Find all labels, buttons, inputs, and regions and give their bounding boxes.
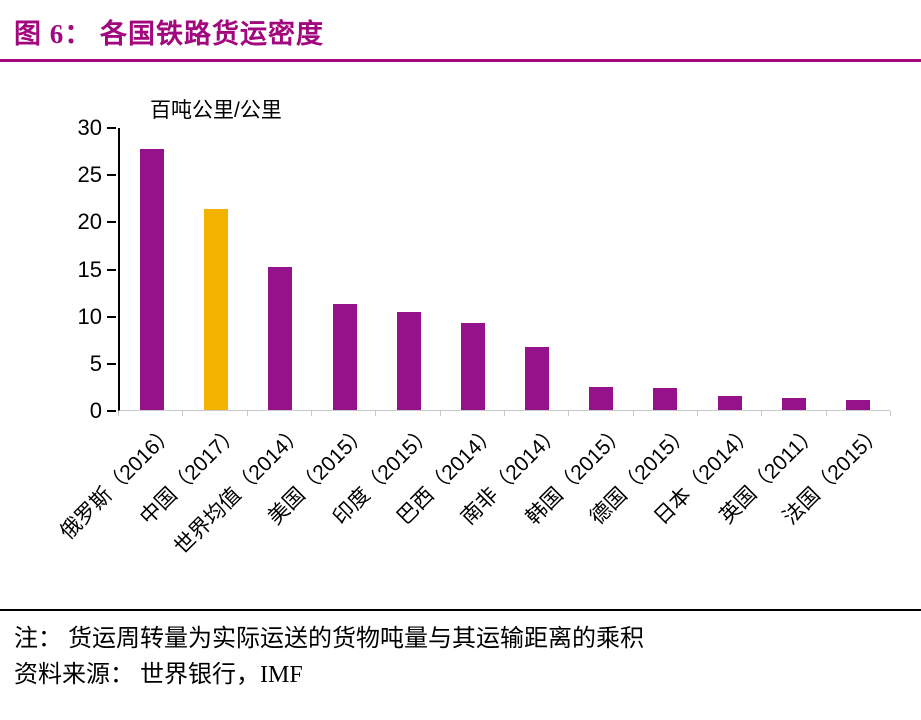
y-tick-mark <box>107 410 116 412</box>
y-axis-unit-label: 百吨公里/公里 <box>150 99 282 122</box>
x-tick-mark <box>375 411 377 416</box>
bar-3 <box>332 304 357 410</box>
x-tick-mark <box>890 411 891 416</box>
y-tick-label: 15 <box>77 256 102 282</box>
bar-7 <box>589 387 614 410</box>
y-tick-mark <box>107 127 116 129</box>
y-tick-mark <box>107 362 116 365</box>
y-tick-mark <box>107 221 116 224</box>
y-tick-label: 10 <box>77 303 102 329</box>
bar-9 <box>717 395 742 410</box>
bar-8 <box>653 388 678 410</box>
notes-divider <box>0 609 921 611</box>
plot-wrap: 0 5 10 15 20 25 30 <box>78 117 891 422</box>
bar-0 <box>140 148 165 410</box>
x-tick-mark <box>825 411 827 416</box>
y-tick-mark <box>107 174 116 177</box>
figure-header: 图 6： 各国铁路货运密度 <box>0 0 921 59</box>
source-text: 资料来源： 世界银行，IMF <box>14 662 303 688</box>
plot-area <box>118 128 890 411</box>
x-tick-mark <box>761 411 763 416</box>
y-tick-label: 25 <box>77 162 102 188</box>
bar-column <box>633 128 697 410</box>
x-tick-mark <box>311 411 312 416</box>
bar-column <box>826 128 890 410</box>
x-tick-mark <box>568 411 570 416</box>
bar-10 <box>781 397 806 410</box>
y-tick-label: 30 <box>77 115 102 140</box>
notes: 注： 货运周转量为实际运送的货物吨量与其运输距离的乘积 资料来源： 世界银行，I… <box>0 611 921 693</box>
bar-column <box>698 128 762 410</box>
bar-column <box>441 128 505 410</box>
bar-11 <box>845 399 870 410</box>
bar-column <box>313 128 377 410</box>
bar-column <box>184 128 248 410</box>
x-tick-mark <box>118 411 119 416</box>
y-tick-label: 0 <box>89 398 102 423</box>
x-tick-mark <box>697 411 698 416</box>
note-text: 注： 货运周转量为实际运送的货物吨量与其运输距离的乘积 <box>14 626 644 652</box>
x-tick-mark <box>632 411 634 416</box>
y-tick-mark <box>107 315 116 318</box>
bar-column <box>505 128 569 410</box>
bar-column <box>377 128 441 410</box>
bar-2 <box>268 266 293 410</box>
y-tick-label: 5 <box>89 350 102 376</box>
x-tick-mark <box>246 411 248 416</box>
y-tick-label: 20 <box>77 209 102 235</box>
title-divider <box>0 59 921 62</box>
y-tick-mark <box>107 268 116 271</box>
x-tick-mark <box>504 411 505 416</box>
bar-6 <box>525 346 550 410</box>
figure-title: 图 6： 各国铁路货运密度 <box>14 19 324 49</box>
bar-5 <box>460 323 485 410</box>
x-tick-mark <box>182 411 184 416</box>
x-axis-labels: 俄罗斯（2016） 中国（2017） 世界均值（2014） 美国（2015） 印度（20… <box>56 411 890 607</box>
bar-4 <box>396 311 421 410</box>
x-tick-mark <box>439 411 441 416</box>
bar-column <box>248 128 312 410</box>
bar-column <box>569 128 633 410</box>
bar-column <box>762 128 826 410</box>
bar-1 <box>204 209 229 410</box>
bar-column <box>120 128 184 410</box>
chart-section: 百吨公里/公里 0 5 10 15 20 25 30 俄罗斯（2016） 中国（2017） 世界… <box>0 94 921 607</box>
